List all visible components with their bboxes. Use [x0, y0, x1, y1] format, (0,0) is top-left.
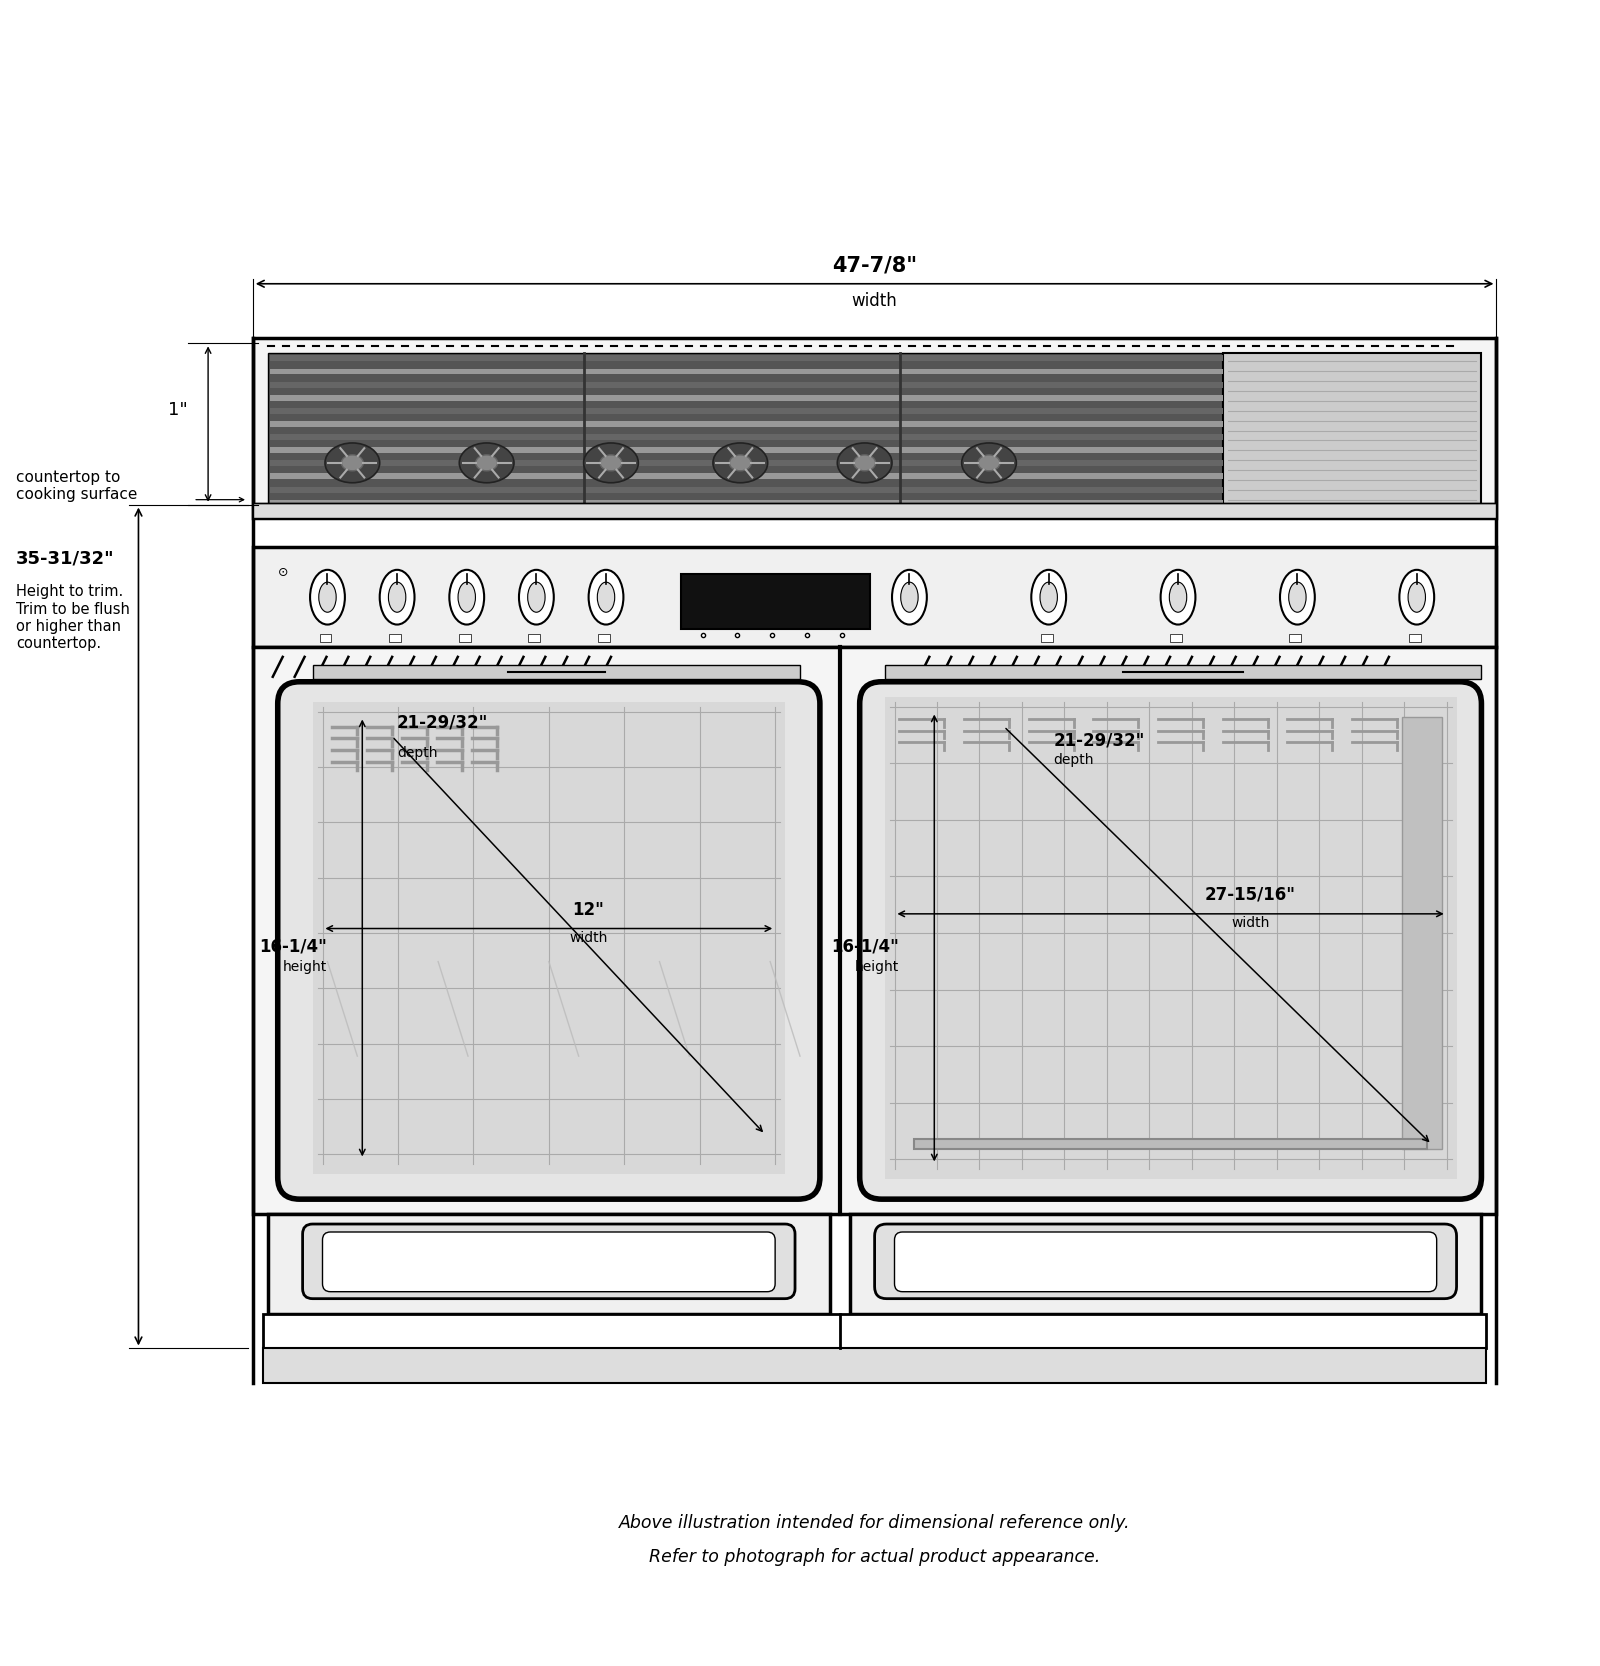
Text: 16-1/4": 16-1/4"	[832, 938, 899, 956]
Ellipse shape	[901, 581, 918, 611]
Text: ⊙: ⊙	[277, 566, 288, 578]
Bar	[262, 1313, 1486, 1348]
Bar	[1402, 716, 1442, 1150]
Bar	[885, 665, 1482, 678]
Ellipse shape	[893, 570, 926, 625]
Bar	[598, 635, 610, 641]
Text: height: height	[283, 960, 328, 975]
Ellipse shape	[459, 443, 514, 483]
Bar	[253, 548, 1496, 646]
Bar	[253, 338, 1496, 518]
Ellipse shape	[389, 581, 406, 611]
Bar	[270, 435, 1224, 440]
Ellipse shape	[962, 443, 1016, 483]
Text: Above illustration intended for dimensional reference only.: Above illustration intended for dimensio…	[619, 1513, 1130, 1531]
Bar	[270, 460, 1224, 466]
Bar	[459, 635, 470, 641]
Text: 21-29/32": 21-29/32"	[1054, 731, 1146, 750]
Ellipse shape	[1160, 570, 1195, 625]
Ellipse shape	[1032, 570, 1066, 625]
Bar	[915, 1140, 1427, 1150]
Bar	[885, 696, 1456, 1180]
Bar	[680, 575, 870, 630]
Text: 47-7/8": 47-7/8"	[832, 257, 917, 277]
Ellipse shape	[458, 581, 475, 611]
FancyBboxPatch shape	[875, 1225, 1456, 1299]
Text: 35-31/32": 35-31/32"	[16, 550, 115, 568]
Ellipse shape	[600, 455, 622, 471]
Text: 12": 12"	[573, 901, 605, 918]
Ellipse shape	[310, 570, 346, 625]
Text: 27-15/16": 27-15/16"	[1205, 886, 1296, 905]
Bar	[267, 353, 1226, 508]
Ellipse shape	[325, 443, 379, 483]
Text: 1": 1"	[168, 402, 189, 420]
Text: width: width	[1230, 916, 1269, 930]
Text: height: height	[856, 960, 899, 975]
Text: width: width	[570, 931, 608, 945]
Ellipse shape	[837, 443, 893, 483]
Text: 21-29/32": 21-29/32"	[397, 713, 488, 731]
Ellipse shape	[730, 455, 752, 471]
Bar	[270, 500, 1224, 506]
FancyBboxPatch shape	[859, 681, 1482, 1200]
FancyBboxPatch shape	[278, 681, 819, 1200]
Ellipse shape	[450, 570, 485, 625]
Ellipse shape	[854, 455, 875, 471]
Bar	[270, 395, 1224, 402]
Ellipse shape	[528, 581, 546, 611]
Ellipse shape	[1408, 581, 1426, 611]
Bar	[270, 421, 1224, 426]
Ellipse shape	[597, 581, 614, 611]
Ellipse shape	[1288, 581, 1306, 611]
Bar	[850, 1215, 1482, 1313]
Bar	[312, 665, 800, 678]
Bar	[312, 701, 786, 1175]
Ellipse shape	[1040, 581, 1058, 611]
Text: 16-1/4": 16-1/4"	[259, 938, 328, 956]
Ellipse shape	[1280, 570, 1315, 625]
Ellipse shape	[1400, 570, 1434, 625]
Text: countertop to
cooking surface: countertop to cooking surface	[16, 470, 138, 501]
Bar	[267, 1215, 830, 1313]
Bar	[253, 646, 1496, 1215]
Bar	[1170, 635, 1182, 641]
Text: Height to trim.
Trim to be flush
or higher than
countertop.: Height to trim. Trim to be flush or high…	[16, 585, 130, 651]
FancyBboxPatch shape	[323, 1231, 774, 1291]
Bar	[270, 473, 1224, 480]
Bar	[253, 503, 1496, 518]
Bar	[528, 635, 541, 641]
FancyBboxPatch shape	[302, 1225, 795, 1299]
Ellipse shape	[978, 455, 1000, 471]
Ellipse shape	[318, 581, 336, 611]
Bar	[1410, 635, 1421, 641]
Ellipse shape	[1170, 581, 1187, 611]
Bar	[270, 355, 1224, 362]
Bar	[1290, 635, 1301, 641]
Text: width: width	[851, 292, 898, 310]
Bar	[270, 382, 1224, 388]
Ellipse shape	[589, 570, 624, 625]
Bar	[1040, 635, 1053, 641]
Bar	[270, 368, 1224, 375]
Text: Refer to photograph for actual product appearance.: Refer to photograph for actual product a…	[650, 1548, 1101, 1566]
Bar	[389, 635, 402, 641]
Ellipse shape	[379, 570, 414, 625]
Text: depth: depth	[397, 746, 438, 760]
Ellipse shape	[518, 570, 554, 625]
Text: depth: depth	[1054, 753, 1094, 768]
FancyBboxPatch shape	[894, 1231, 1437, 1291]
Bar	[270, 408, 1224, 413]
Bar	[1222, 353, 1482, 508]
Bar	[270, 486, 1224, 493]
Bar	[262, 1348, 1486, 1383]
Ellipse shape	[475, 455, 498, 471]
Ellipse shape	[714, 443, 768, 483]
Ellipse shape	[341, 455, 363, 471]
Bar	[270, 446, 1224, 453]
Ellipse shape	[584, 443, 638, 483]
Bar	[320, 635, 331, 641]
